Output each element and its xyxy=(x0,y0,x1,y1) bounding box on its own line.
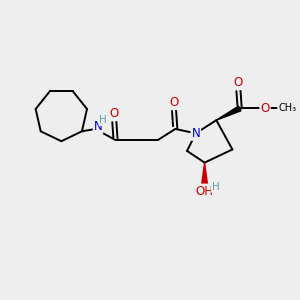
Text: O: O xyxy=(234,76,243,89)
Text: O: O xyxy=(261,102,270,115)
Text: O: O xyxy=(110,107,119,120)
Polygon shape xyxy=(216,106,241,120)
Text: O: O xyxy=(169,96,178,109)
Text: OH: OH xyxy=(196,184,214,197)
Text: H: H xyxy=(99,115,107,125)
Text: N: N xyxy=(94,120,102,133)
Polygon shape xyxy=(202,163,208,184)
Text: CH₃: CH₃ xyxy=(278,103,296,113)
Text: N: N xyxy=(191,127,200,140)
Text: H: H xyxy=(212,182,220,192)
